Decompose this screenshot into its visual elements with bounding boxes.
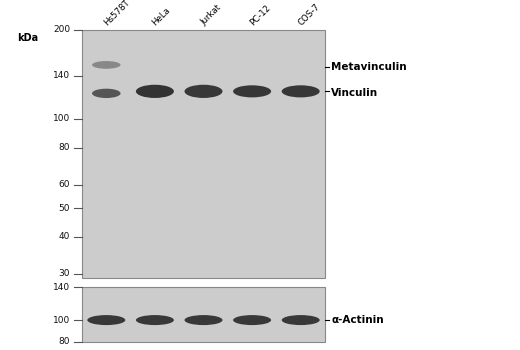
- Text: Hs578T: Hs578T: [102, 0, 132, 27]
- Text: Metavinculin: Metavinculin: [331, 62, 407, 72]
- Ellipse shape: [185, 315, 223, 325]
- Bar: [82, 287, 325, 342]
- Ellipse shape: [233, 85, 271, 97]
- Text: 40: 40: [59, 232, 70, 241]
- Ellipse shape: [282, 85, 320, 97]
- Text: 30: 30: [58, 269, 70, 278]
- Text: 80: 80: [58, 337, 70, 346]
- Ellipse shape: [87, 315, 125, 325]
- Ellipse shape: [92, 61, 121, 69]
- Ellipse shape: [185, 85, 223, 98]
- Text: 200: 200: [53, 26, 70, 34]
- Text: 80: 80: [58, 143, 70, 152]
- Text: COS-7: COS-7: [296, 2, 322, 27]
- Text: Jurkat: Jurkat: [199, 3, 223, 27]
- Text: 60: 60: [58, 180, 70, 189]
- Ellipse shape: [136, 315, 174, 325]
- Text: 140: 140: [53, 71, 70, 80]
- Text: PC-12: PC-12: [248, 3, 272, 27]
- Ellipse shape: [282, 315, 320, 325]
- Text: 100: 100: [53, 114, 70, 124]
- Text: HeLa: HeLa: [150, 5, 172, 27]
- Text: 100: 100: [53, 316, 70, 324]
- Text: α-Actinin: α-Actinin: [331, 315, 384, 325]
- Text: 140: 140: [53, 282, 70, 292]
- Text: kDa: kDa: [17, 33, 38, 43]
- Text: Vinculin: Vinculin: [331, 88, 378, 98]
- Ellipse shape: [92, 89, 121, 98]
- Ellipse shape: [136, 85, 174, 98]
- Text: 50: 50: [58, 203, 70, 212]
- Ellipse shape: [233, 315, 271, 325]
- Bar: [82, 30, 325, 278]
